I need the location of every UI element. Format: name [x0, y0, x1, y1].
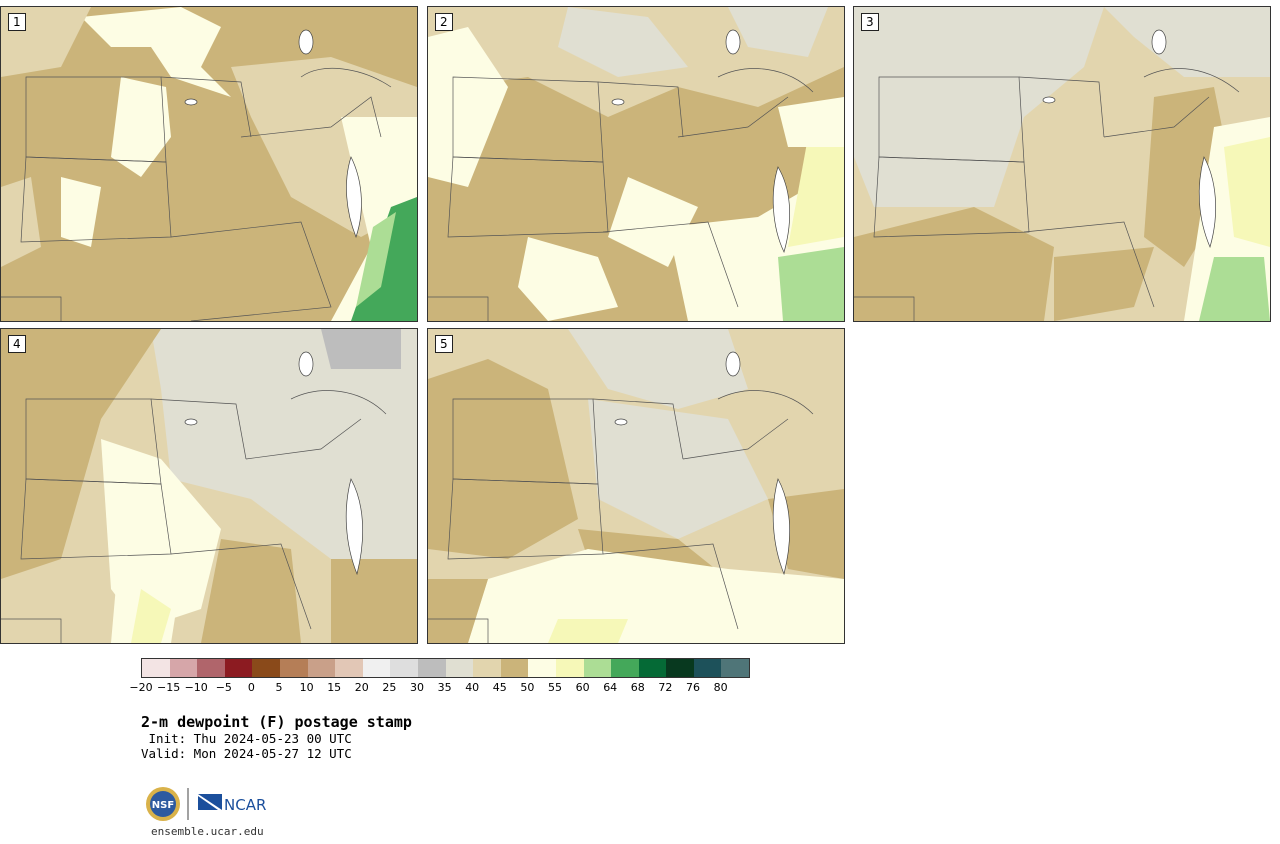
colorbar-tick-label: 30: [410, 681, 424, 694]
colorbar-tick-label: 40: [465, 681, 480, 694]
colorbar-tick-label: 5: [275, 681, 283, 694]
nsf-logo-text: NSF: [152, 800, 174, 811]
colorbar-swatch: [390, 659, 418, 677]
colorbar-tick-label: −10: [184, 681, 208, 694]
colorbar-ticks: −20 −15 −10 −5 0 5 10 15 20 25 30 35 40 45 50 55 60 64 68 7…: [129, 681, 761, 697]
dewpoint-map-2: [428, 7, 844, 321]
colorbar-swatch: [528, 659, 556, 677]
colorbar-swatch: [583, 659, 612, 677]
footer-url: ensemble.ucar.edu: [151, 825, 264, 838]
colorbar-tick-label: 10: [299, 681, 314, 694]
colorbar-tick-label: 60: [575, 681, 590, 694]
colorbar-tick-label: 25: [382, 681, 397, 694]
colorbar-tick-label: 64: [603, 681, 618, 694]
dewpoint-map-1: [1, 7, 417, 321]
colorbar-swatch: [417, 659, 446, 677]
colorbar-swatch: [666, 659, 694, 677]
colorbar-swatch: [445, 659, 474, 677]
logos: NSF NCAR: [146, 786, 276, 822]
colorbar-swatch: [142, 659, 170, 677]
nsf-ncar-logo-icon: NSF NCAR: [146, 787, 266, 821]
colorbar-swatch: [638, 659, 667, 677]
colorbar-tick-label: 50: [520, 681, 535, 694]
colorbar-swatch: [252, 659, 280, 677]
colorbar-tick-label: −20: [129, 681, 153, 694]
colorbar-tick-label: 20: [354, 681, 369, 694]
dewpoint-map-5: [428, 329, 844, 643]
colorbar-swatch: [307, 659, 336, 677]
colorbar-tick-label: 45: [492, 681, 507, 694]
stamp-panel-1: 1: [0, 6, 418, 322]
panel-number: 1: [8, 13, 26, 31]
colorbar-swatch: [693, 659, 722, 677]
colorbar-tick-label: 15: [327, 681, 342, 694]
colorbar-swatch: [224, 659, 253, 677]
colorbar-tick-label: 55: [548, 681, 562, 694]
panel-number: 4: [8, 335, 26, 353]
colorbar-tick-label: 35: [437, 681, 452, 694]
ncar-logo-text: NCAR: [224, 796, 266, 814]
panel-number: 3: [861, 13, 879, 31]
init-time: Init: Thu 2024-05-23 00 UTC: [141, 731, 352, 746]
colorbar-swatch: [721, 659, 750, 677]
colorbar-swatch: [335, 659, 363, 677]
colorbar-tick-label: 0: [247, 681, 255, 694]
panel-number: 2: [435, 13, 453, 31]
colorbar-tick-label: 76: [686, 681, 700, 694]
colorbar-tick-label: −5: [215, 681, 232, 694]
colorbar-tick-label: 68: [630, 681, 645, 694]
dewpoint-map-3: [854, 7, 1270, 321]
stamp-panel-3: 3: [853, 6, 1271, 322]
colorbar-swatch: [197, 659, 225, 677]
colorbar-swatch: [169, 659, 198, 677]
colorbar-swatch: [362, 659, 391, 677]
colorbar-swatch: [473, 659, 501, 677]
product-title: 2-m dewpoint (F) postage stamp: [141, 713, 412, 731]
colorbar-tick-label: −15: [156, 681, 181, 694]
panel-number: 5: [435, 335, 453, 353]
colorbar-swatch: [500, 659, 529, 677]
colorbar-swatch: [611, 659, 639, 677]
stamp-panel-2: 2: [427, 6, 845, 322]
colorbar-tick-label: 80: [713, 681, 728, 694]
colorbar-swatch: [279, 659, 308, 677]
colorbar-tick-label: 72: [658, 681, 673, 694]
stamp-panel-5: 5: [427, 328, 845, 644]
valid-time: Valid: Mon 2024-05-27 12 UTC: [141, 746, 352, 761]
colorbar: [141, 658, 751, 678]
dewpoint-map-4: [1, 329, 417, 643]
colorbar-swatch: [555, 659, 584, 677]
stamp-panel-4: 4: [0, 328, 418, 644]
